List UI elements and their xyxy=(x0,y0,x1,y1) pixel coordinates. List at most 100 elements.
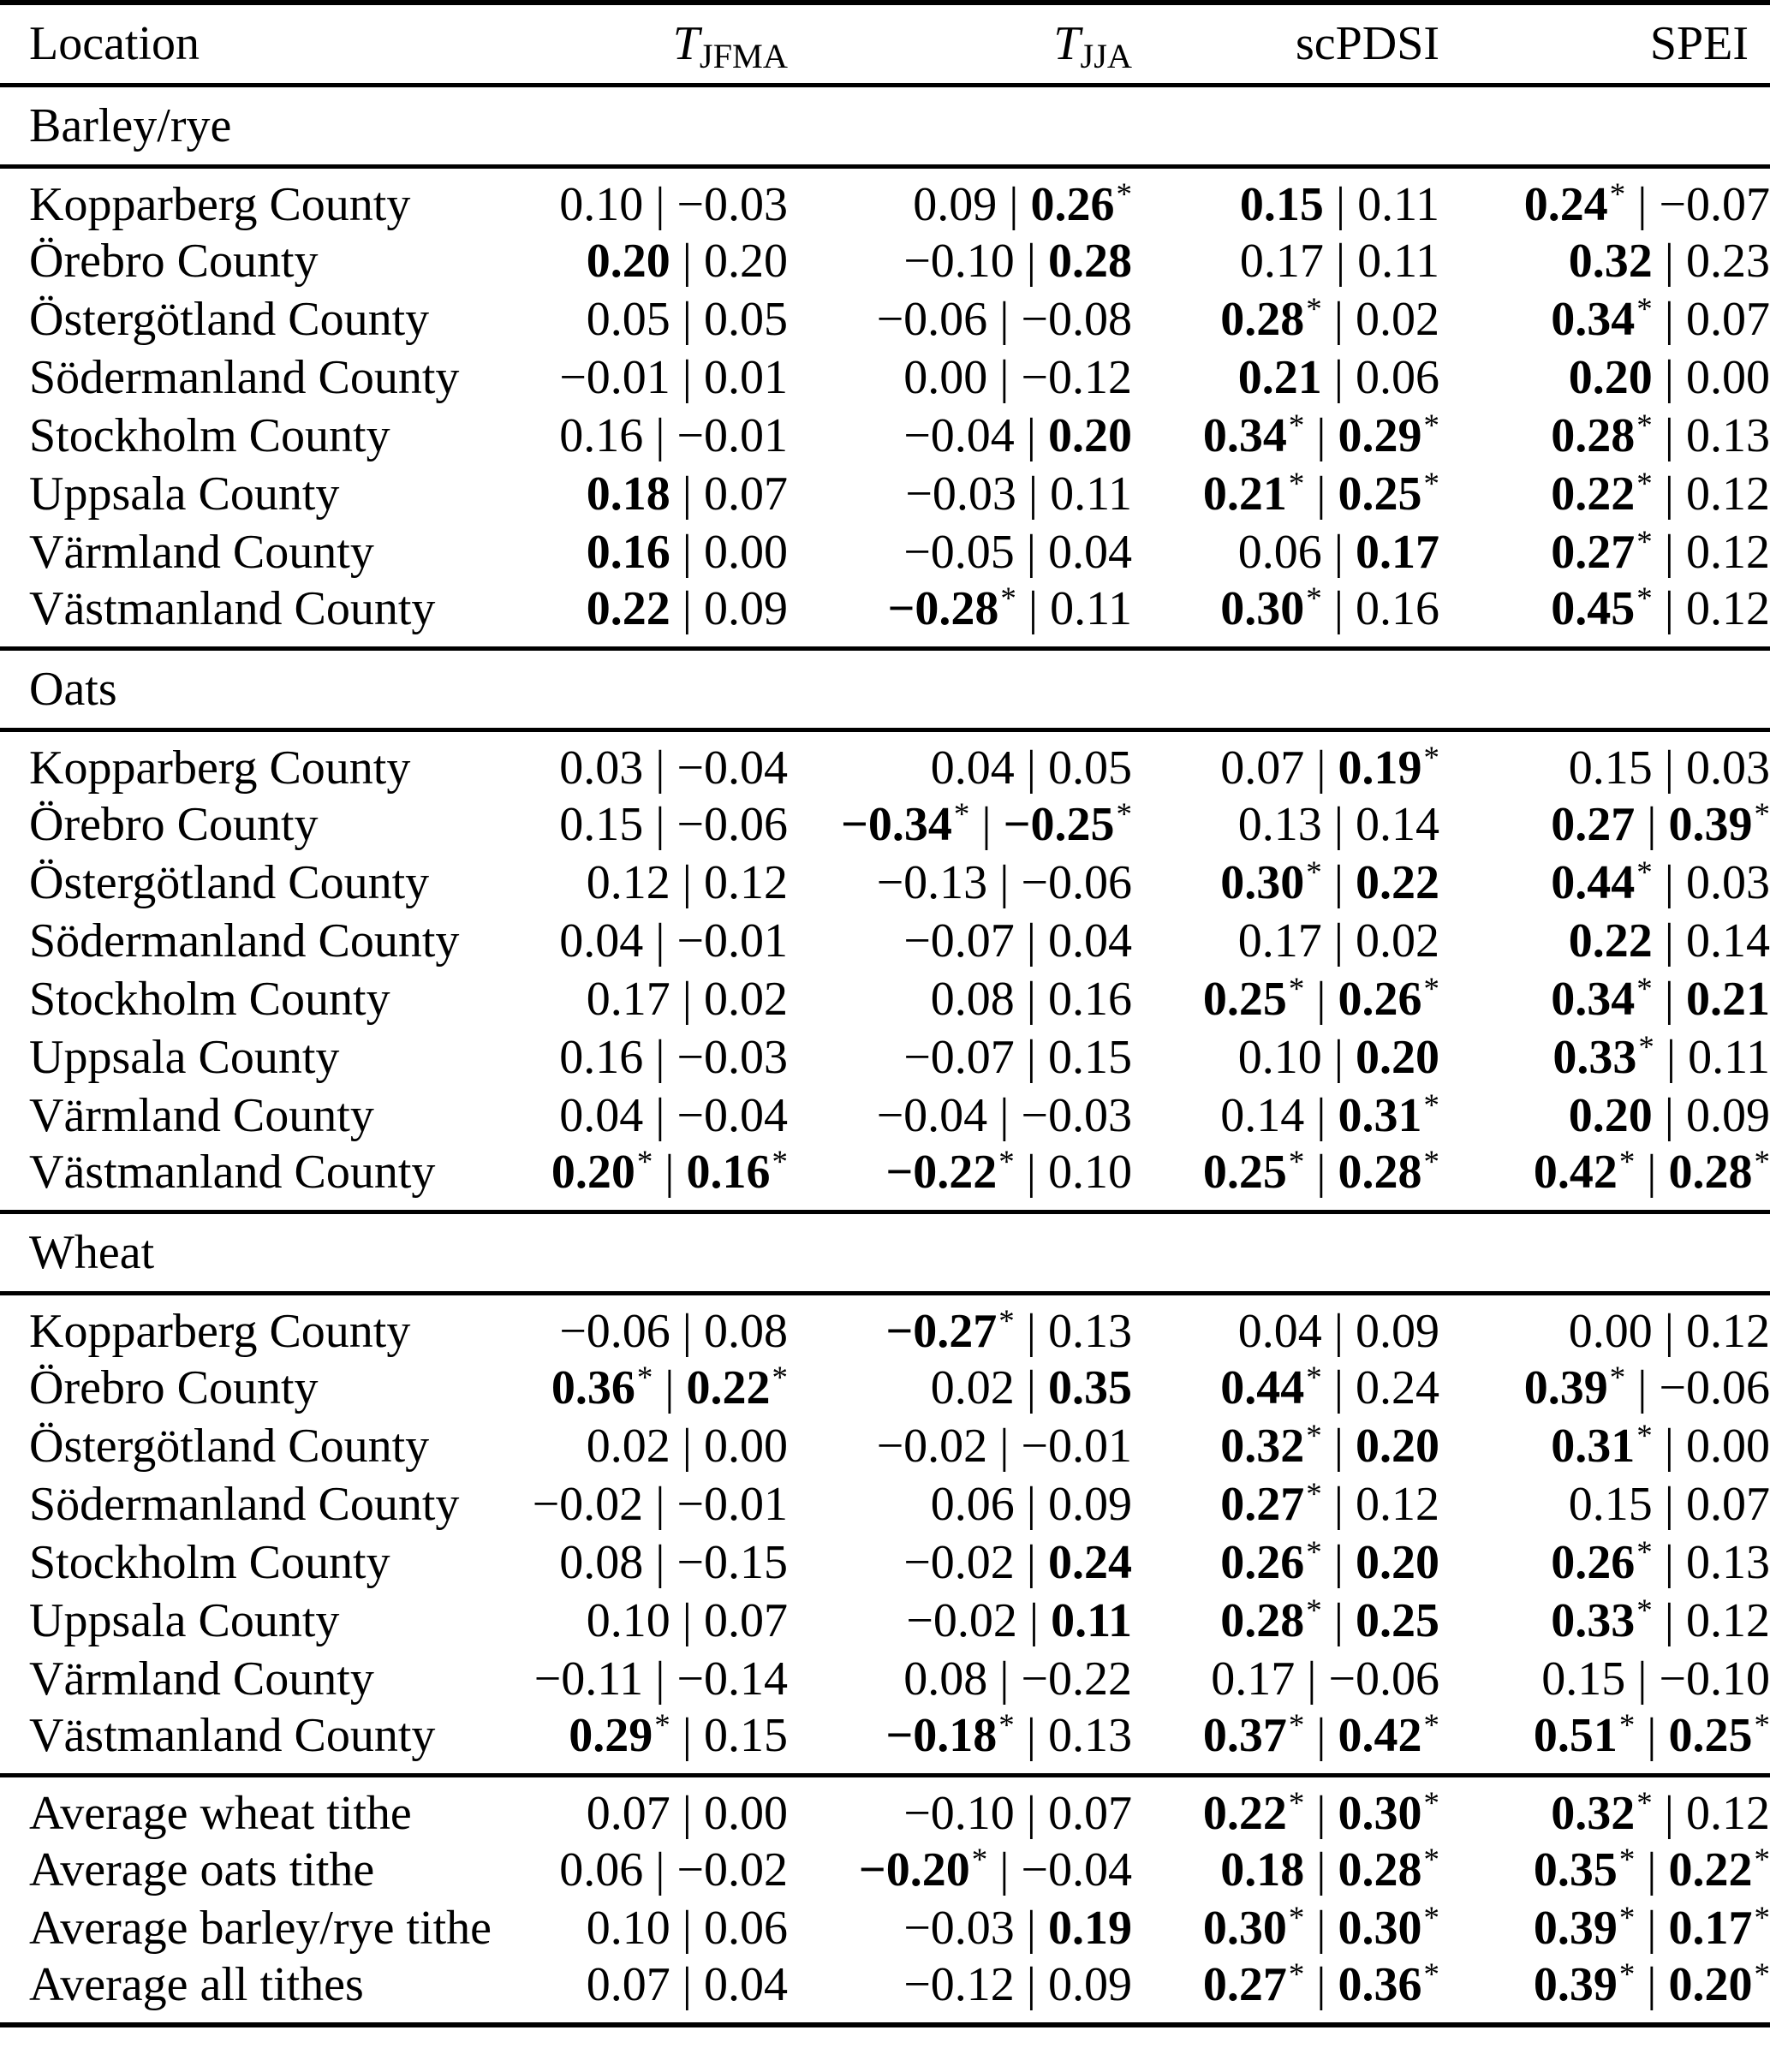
value-number: 0.39 xyxy=(1523,1360,1608,1414)
value-number: 0.04 xyxy=(559,1088,644,1142)
value-number: 0.39 xyxy=(1533,1901,1618,1955)
value-number: −0.03 xyxy=(903,1901,1015,1955)
location-cell: Västmanland County xyxy=(29,581,436,635)
location-cell: Uppsala County xyxy=(29,1593,340,1647)
value-divider: | xyxy=(643,741,677,795)
summary-rows: Average wheat tithe 0.07 | 0.00 −0.10 | 0.… xyxy=(0,1775,1770,2025)
value-divider: | xyxy=(670,525,704,579)
correlation-value: 0.12 xyxy=(1686,582,1770,635)
significance-star: * xyxy=(971,1841,988,1877)
correlation-cell: 0.04 | −0.04 xyxy=(480,1087,788,1145)
section-label-band-0: Barley/rye xyxy=(0,85,1770,166)
correlation-value: 0.30* xyxy=(1338,1902,1439,1955)
correlation-value: −0.04 xyxy=(676,741,788,795)
table-row: Södermanland County −0.01 | 0.01 0.00 | −0… xyxy=(0,348,1770,407)
value-divider: | xyxy=(1014,1477,1048,1531)
table-row: Stockholm County 0.08 | −0.15 −0.02 | 0.24… xyxy=(0,1533,1770,1592)
value-number: 0.28 xyxy=(1338,1145,1422,1199)
table-row: Uppsala County 0.18 | 0.07 −0.03 | 0.11 0.2… xyxy=(0,465,1770,523)
value-number: 0.09 xyxy=(1686,1088,1770,1142)
correlation-value: 0.37* xyxy=(1203,1709,1304,1762)
correlation-value: 0.25 xyxy=(1356,1594,1439,1647)
value-number: 0.23 xyxy=(1686,234,1770,288)
value-divider: | xyxy=(969,797,1004,851)
correlation-value: 0.51* xyxy=(1534,1709,1635,1762)
value-divider: | xyxy=(1635,1901,1669,1955)
correlation-cell: −0.28* | 0.11 xyxy=(788,581,1132,649)
correlation-cell: 0.20 | 0.00 xyxy=(1439,348,1770,407)
correlation-value: 0.08 xyxy=(931,973,1015,1026)
value-divider: | xyxy=(1652,741,1686,795)
value-number: −0.34 xyxy=(840,797,952,851)
correlation-cell: 0.39* | 0.20* xyxy=(1439,1957,1770,2025)
value-divider: | xyxy=(643,408,677,462)
significance-star: * xyxy=(1423,1143,1439,1179)
correlation-value: 0.11 xyxy=(1357,178,1439,231)
significance-star: * xyxy=(1306,1417,1322,1453)
value-divider: | xyxy=(1014,1901,1048,1955)
correlation-cell: 0.28* | 0.25 xyxy=(1132,1592,1439,1650)
significance-star: * xyxy=(1636,854,1653,890)
correlation-value: 0.24* xyxy=(1524,178,1625,231)
correlation-cell: 0.08 | −0.15 xyxy=(480,1533,788,1592)
significance-star: * xyxy=(1288,970,1305,1006)
value-number: 0.07 xyxy=(586,1957,670,2011)
significance-star: * xyxy=(1423,739,1439,775)
correlation-cell: 0.20* | 0.16* xyxy=(480,1145,788,1212)
correlation-value: 0.25* xyxy=(1203,973,1304,1026)
value-number: −0.22 xyxy=(1021,1652,1132,1706)
significance-star: * xyxy=(1618,1143,1636,1179)
location-cell: Östergötland County xyxy=(29,292,430,346)
correlation-value: 0.30* xyxy=(1220,582,1321,635)
value-number: −0.22 xyxy=(885,1145,998,1199)
correlation-value: 0.14 xyxy=(1356,798,1439,851)
correlation-value: 0.10 xyxy=(1238,1031,1322,1084)
value-divider: | xyxy=(1323,234,1358,288)
correlation-value: 0.00 xyxy=(704,1787,788,1840)
correlation-value: −0.02 xyxy=(533,1478,644,1531)
significance-star: * xyxy=(1754,1143,1770,1179)
value-number: 0.12 xyxy=(1686,1786,1770,1840)
value-number: −0.04 xyxy=(903,408,1015,462)
value-divider: | xyxy=(1295,1652,1329,1706)
significance-star: * xyxy=(1306,290,1322,326)
value-number: 0.26 xyxy=(1030,177,1115,231)
correlation-value: 0.08 xyxy=(704,1305,788,1358)
value-number: 0.29 xyxy=(569,1708,653,1762)
value-divider: | xyxy=(1652,292,1686,346)
value-divider: | xyxy=(1652,855,1686,909)
correlation-value: 0.15 xyxy=(1569,1478,1653,1531)
value-number: 0.22 xyxy=(1668,1843,1753,1896)
significance-star: * xyxy=(1288,407,1305,443)
value-number: 0.12 xyxy=(704,855,788,909)
significance-star: * xyxy=(1636,290,1653,326)
correlation-cell: 0.27 | 0.39* xyxy=(1439,795,1770,854)
correlation-cell: 0.06 | −0.02 xyxy=(480,1841,788,1899)
correlation-value: 0.30* xyxy=(1203,1902,1304,1955)
correlation-value: −0.06 xyxy=(559,1305,670,1358)
correlation-value: 0.10 xyxy=(559,178,643,231)
correlation-cell: 0.18 | 0.07 xyxy=(480,465,788,523)
value-number: 0.15 xyxy=(1568,1477,1653,1531)
value-divider: | xyxy=(1016,467,1051,521)
correlation-cell: −0.02 | −0.01 xyxy=(480,1475,788,1533)
value-number: 0.06 xyxy=(1356,350,1439,404)
value-number: 0.22 xyxy=(1202,1786,1287,1840)
correlation-value: 0.29* xyxy=(569,1709,670,1762)
correlation-cell: 0.32* | 0.20 xyxy=(1132,1417,1439,1475)
significance-star: * xyxy=(1636,465,1653,501)
correlation-cell: 0.27* | 0.12 xyxy=(1439,523,1770,581)
correlation-value: 0.26* xyxy=(1031,178,1132,231)
correlation-value: 0.18 xyxy=(587,467,670,521)
value-divider: | xyxy=(1652,1535,1686,1589)
value-number: −0.27 xyxy=(885,1304,998,1358)
correlation-value: 0.24 xyxy=(1356,1361,1439,1414)
col-header-scpdsi: scPDSI xyxy=(1295,17,1439,71)
correlation-cell: 0.32 | 0.23 xyxy=(1439,232,1770,290)
correlation-value: −0.20* xyxy=(859,1843,987,1896)
correlation-value: −0.25* xyxy=(1004,798,1132,851)
correlation-cell: 0.10 | −0.03 xyxy=(480,166,788,232)
significance-star: * xyxy=(1306,854,1322,890)
correlation-cell: 0.27* | 0.36* xyxy=(1132,1957,1439,2025)
value-number: 0.14 xyxy=(1220,1088,1305,1142)
